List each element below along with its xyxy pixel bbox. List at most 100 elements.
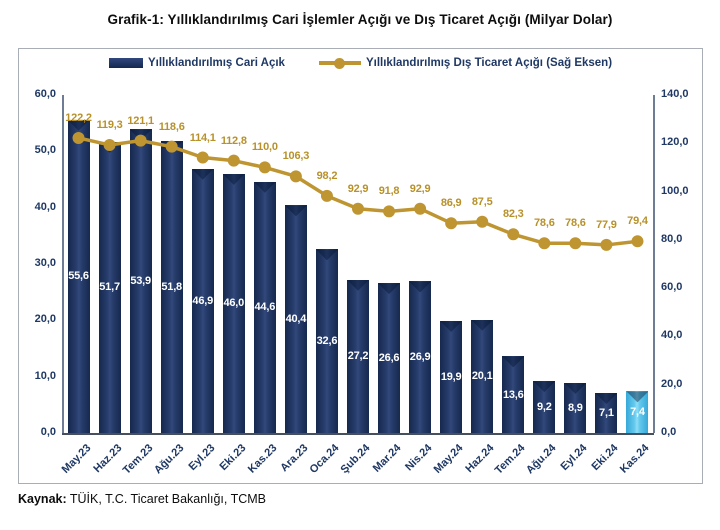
line-value-label: 98,2 <box>316 169 338 182</box>
bar-value-label: 19,9 <box>440 370 462 383</box>
line-swatch-icon <box>318 57 361 69</box>
bar-May.23: 55,6 <box>67 119 90 433</box>
bar-value-label: 13,6 <box>502 388 524 401</box>
bar-Ara.23: 40,4 <box>284 205 307 433</box>
y-axis-tick-right: 20,0 <box>661 377 683 390</box>
line-value-label: 92,9 <box>347 182 369 195</box>
x-axis-line <box>62 433 654 435</box>
bar-Haz.24: 20,1 <box>471 319 494 433</box>
line-marker <box>320 189 333 202</box>
line-marker <box>569 237 582 250</box>
bar-Ağu.23: 51,8 <box>160 141 183 433</box>
bar-Kas.24: 7,4 <box>626 391 649 433</box>
legend-item-current-account: Yıllıklandırılmış Cari Açık <box>108 57 285 69</box>
y-axis-tick-left: 40,0 <box>34 200 56 213</box>
bar-value-label: 40,4 <box>285 313 307 326</box>
line-value-label: 82,3 <box>502 208 524 221</box>
bar-value-label: 7,1 <box>599 406 614 419</box>
line-value-label: 78,6 <box>534 217 555 230</box>
y-axis-tick-right: 60,0 <box>661 281 683 294</box>
bar-Kas.23: 44,6 <box>253 181 276 433</box>
source-note-text: TÜİK, T.C. Ticaret Bakanlığı, TCMB <box>66 492 267 506</box>
bar-Mar.24: 26,6 <box>378 283 401 433</box>
bar-swatch-icon <box>108 58 143 68</box>
line-marker <box>258 161 271 174</box>
y-axis-tick-left: 60,0 <box>34 88 56 100</box>
line-marker <box>538 237 551 250</box>
line-value-label: 91,8 <box>378 185 400 198</box>
line-value-label: 79,4 <box>627 215 648 228</box>
line-marker <box>134 134 147 147</box>
y-axis-tick-right: 40,0 <box>661 329 683 342</box>
line-value-label: 106,3 <box>282 150 310 163</box>
line-marker <box>103 138 116 151</box>
bar-Nis.24: 26,9 <box>409 281 432 433</box>
line-marker <box>631 235 644 248</box>
y-axis-tick-right: 120,0 <box>661 136 689 149</box>
bar-Ağu.24: 9,2 <box>533 381 556 433</box>
line-marker <box>352 202 364 215</box>
bar-value-label: 26,9 <box>409 351 431 364</box>
line-marker <box>414 202 427 215</box>
line-value-label: 121,1 <box>127 114 154 127</box>
line-value-label: 86,9 <box>440 197 462 210</box>
bar-Eki.24: 7,1 <box>595 393 618 433</box>
bar-value-label: 9,2 <box>536 401 552 414</box>
bar-value-label: 8,9 <box>568 401 583 414</box>
bar-value-label: 20,1 <box>471 370 493 383</box>
bar-value-label: 44,6 <box>254 301 276 314</box>
line-value-label: 118,6 <box>158 120 185 133</box>
line-marker-icon <box>334 57 346 69</box>
line-marker <box>227 154 240 167</box>
bar-Eyl.24: 8,9 <box>564 382 587 433</box>
line-value-label: 87,5 <box>471 195 493 208</box>
chart-title: Grafik-1: Yıllıklandırılmış Cari İşlemle… <box>107 12 613 27</box>
source-note: Kaynak: TÜİK, T.C. Ticaret Bakanlığı, TC… <box>18 492 266 506</box>
bar-Şub.24: 27,2 <box>347 279 369 433</box>
bar-value-label: 51,7 <box>99 281 120 294</box>
line-marker <box>600 238 613 251</box>
y-axis-tick-left: 30,0 <box>34 257 56 269</box>
source-note-label: Kaynak: <box>18 492 67 506</box>
line-value-label: 119,3 <box>96 118 123 131</box>
line-value-label: 114,1 <box>189 131 216 144</box>
y-axis-tick-left: 10,0 <box>34 369 56 382</box>
line-marker <box>165 140 178 153</box>
line-value-label: 110,0 <box>251 141 278 154</box>
bar-Tem.24: 13,6 <box>502 356 525 433</box>
bar-May.24: 19,9 <box>440 320 463 433</box>
line-marker <box>72 131 85 144</box>
bar-Tem.23: 53,9 <box>129 129 152 433</box>
line-marker <box>289 170 302 183</box>
legend-label: Yıllıklandırılmış Dış Ticaret Açığı (Sağ… <box>365 57 613 69</box>
bar-value-label: 32,6 <box>316 335 338 348</box>
y-axis-tick-left: 0,0 <box>40 426 56 438</box>
bar-value-label: 46,9 <box>192 294 214 307</box>
y-axis-tick-left: 50,0 <box>34 144 56 157</box>
line-marker <box>383 205 396 218</box>
bar-value-label: 7,4 <box>630 406 645 419</box>
line-marker <box>196 151 209 164</box>
bar-value-label: 27,2 <box>347 350 369 363</box>
bar-value-label: 55,6 <box>68 270 89 283</box>
line-value-label: 112,8 <box>220 134 247 147</box>
bar-Eyl.23: 46,9 <box>191 168 214 433</box>
legend: Yıllıklandırılmış Cari Açık Yıllıklandır… <box>18 57 703 69</box>
left-axis-line <box>62 95 64 433</box>
line-value-label: 77,9 <box>596 218 617 231</box>
y-axis-tick-right: 100,0 <box>661 184 689 197</box>
bar-value-label: 53,9 <box>130 275 151 288</box>
bar-Oca.24: 32,6 <box>315 249 338 433</box>
bar-value-label: 46,0 <box>223 297 245 310</box>
bar-Eki.23: 46,0 <box>222 173 245 433</box>
line-marker <box>445 217 458 230</box>
line-value-label: 78,6 <box>565 217 586 230</box>
y-axis-tick-right: 140,0 <box>661 88 689 100</box>
line-value-label: 92,9 <box>409 182 431 195</box>
bar-value-label: 26,6 <box>378 352 400 365</box>
line-value-label: 122,2 <box>65 111 92 124</box>
bar-Haz.23: 51,7 <box>98 141 121 433</box>
